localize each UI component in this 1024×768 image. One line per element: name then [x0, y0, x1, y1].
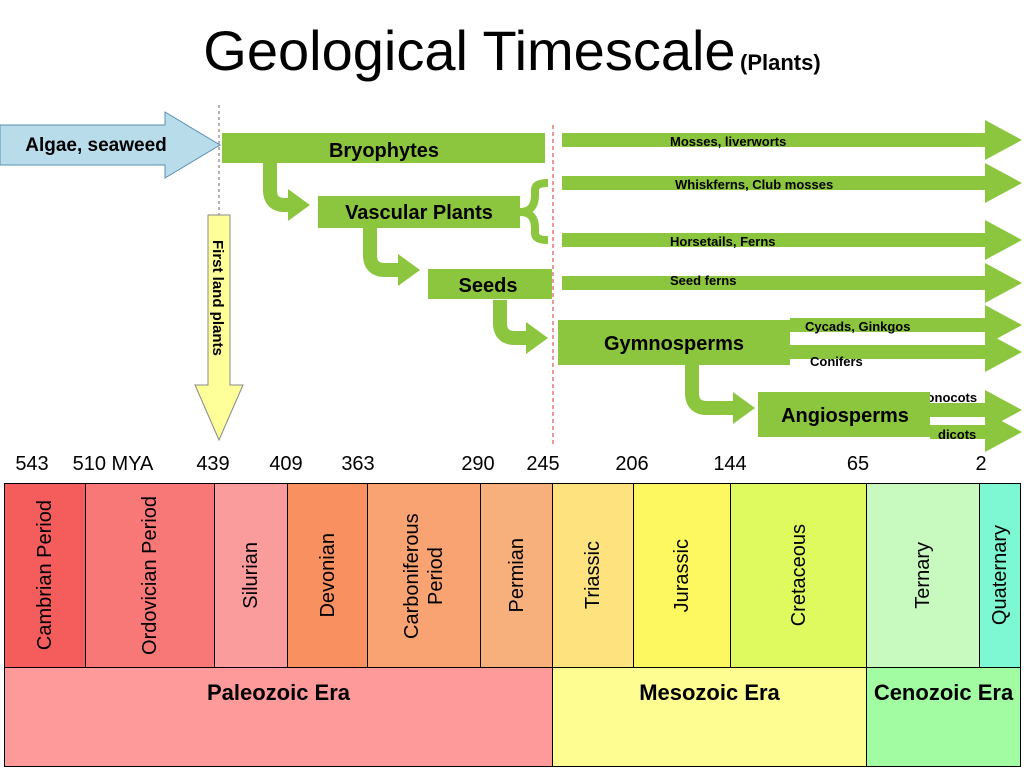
- lineage-arrow: [562, 263, 1022, 303]
- period: Cretaceous: [730, 483, 867, 668]
- period-label: Jurassic: [671, 538, 693, 613]
- group-label: Gymnosperms: [604, 333, 744, 355]
- group-box: [222, 133, 545, 163]
- time-label: 144: [713, 453, 746, 475]
- title: Geological Timescale: [203, 19, 736, 82]
- time-label: 290: [461, 453, 494, 475]
- connector-head: [288, 189, 310, 221]
- time-label: 65: [847, 453, 869, 475]
- lineage-label: Whiskferns, Club mosses: [675, 177, 833, 192]
- lineage-label: Conifers: [810, 354, 863, 369]
- era: Cenozoic Era: [866, 667, 1021, 767]
- group-box: [558, 320, 790, 365]
- lineage-arrow: [562, 163, 1022, 203]
- period-label: Quaternary: [989, 525, 1011, 626]
- period-label: Cambrian Period: [34, 500, 56, 651]
- period: Cambrian Period: [4, 483, 86, 668]
- subtitle: (Plants): [740, 50, 821, 75]
- lineage-arrow: [790, 305, 1022, 345]
- group-label: Bryophytes: [329, 140, 439, 162]
- connector: [263, 163, 290, 212]
- algae-label: Algae, seaweed: [25, 135, 167, 156]
- group-label: Seeds: [459, 275, 518, 297]
- period-label: Cretaceous: [787, 524, 810, 627]
- lineage-arrow: [930, 412, 1022, 452]
- lineage-arrow: [562, 120, 1022, 160]
- title-block: Geological Timescale (Plants): [0, 18, 1024, 83]
- lineage-label: Cycads, Ginkgos: [805, 319, 910, 334]
- connector: [685, 365, 735, 415]
- period: Permian: [480, 483, 553, 668]
- group-label: Vascular Plants: [345, 202, 493, 224]
- connector-head: [526, 322, 548, 354]
- group-box: [318, 196, 520, 228]
- diagram: Algae, seaweed First land plants Mosses,…: [0, 105, 1022, 475]
- era-label: Cenozoic Era: [873, 680, 1014, 705]
- lineage-arrow: [562, 220, 1022, 260]
- era: Mesozoic Era: [552, 667, 867, 767]
- period-label: Carboniferous Period: [401, 512, 447, 639]
- period: Carboniferous Period: [367, 483, 481, 668]
- connector: [519, 208, 549, 244]
- time-label: 2: [975, 453, 986, 475]
- period: Quaternary: [979, 483, 1021, 668]
- connector-head: [733, 392, 755, 424]
- lineage-label: dicots: [938, 427, 976, 442]
- period-label: Ordovician Period: [139, 496, 161, 655]
- time-label: 206: [615, 453, 648, 475]
- era-label: Mesozoic Era: [639, 680, 780, 705]
- time-label: 409: [269, 453, 302, 475]
- period: Jurassic: [633, 483, 731, 668]
- connector: [493, 300, 528, 345]
- period: Ternary: [866, 483, 980, 668]
- period: Devonian: [287, 483, 368, 668]
- group-box: [758, 392, 930, 437]
- period: Silurian: [214, 483, 288, 668]
- group-label: Angiosperms: [781, 405, 909, 427]
- time-label: 363: [341, 453, 374, 475]
- connector: [519, 179, 549, 216]
- period-label: Ternary: [912, 542, 934, 609]
- time-label: 245: [526, 453, 559, 475]
- group-box: [428, 269, 552, 299]
- period-label: Triassic: [582, 541, 604, 610]
- lineage-label: monocots: [915, 390, 977, 405]
- time-label: 543: [15, 453, 48, 475]
- period-label: Devonian: [316, 533, 339, 618]
- land-arrow: [194, 214, 244, 442]
- connector: [363, 225, 400, 277]
- period: Ordovician Period: [85, 483, 215, 668]
- period: Triassic: [552, 483, 634, 668]
- period-label: Silurian: [240, 542, 262, 609]
- time-label: 439: [196, 453, 229, 475]
- lineage-label: Mosses, liverworts: [670, 134, 786, 149]
- land-label: First land plants: [209, 240, 226, 356]
- era-label: Paleozoic Era: [206, 680, 351, 705]
- lineage-label: Seed ferns: [670, 273, 736, 288]
- lineage-arrow: [790, 332, 1022, 372]
- connector-head: [398, 254, 420, 286]
- lineage-label: Horsetails, Ferns: [670, 234, 776, 249]
- era: Paleozoic Era: [4, 667, 553, 767]
- time-label: 510 MYA: [73, 453, 154, 475]
- algae-arrow: [0, 111, 221, 179]
- period-label: Permian: [505, 538, 528, 613]
